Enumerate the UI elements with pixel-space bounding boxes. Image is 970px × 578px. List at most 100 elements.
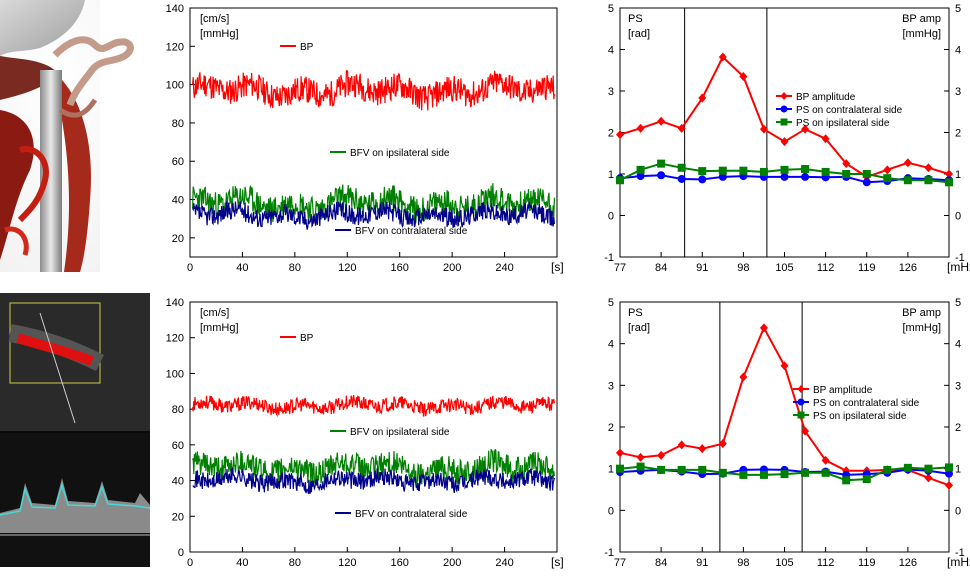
- chart-top-left-series-bfv-on-contralateral-side: [192, 200, 555, 230]
- chart-top-right-point-ps-on-contralateral-side: [718, 172, 727, 181]
- chart-bottom-right-ytick-right-label: 2: [955, 422, 961, 434]
- chart-top-right-ytick-right-label: 5: [955, 3, 961, 15]
- chart-top-right-point-ps-on-ipsilateral-side: [821, 167, 830, 176]
- chart-bottom-right-ytick-right-label: 0: [955, 505, 961, 517]
- chart-top-left-xtick-label: 80: [289, 262, 301, 274]
- chart-top-right-legend-marker-bp-amplitude: [780, 92, 788, 100]
- chart-top-right-legend-label-ps-on-ipsilateral-side: PS on ipsilateral side: [796, 118, 890, 129]
- chart-bottom-right-point-ps-on-ipsilateral-side: [842, 476, 851, 485]
- chart-top-left-frame: [189, 7, 558, 258]
- chart-top-right-ytick-label: 0: [608, 211, 614, 223]
- chart-top-right-point-ps-on-ipsilateral-side: [780, 165, 789, 174]
- chart-bottom-right-xlabel: [mHz]: [947, 555, 970, 569]
- chart-bottom-right-point-bp-amplitude: [657, 450, 666, 460]
- chart-top-right-point-bp-amplitude: [780, 137, 789, 147]
- chart-top-left-xtick-label: 120: [338, 262, 356, 274]
- chart-top-right-point-ps-on-contralateral-side: [780, 172, 789, 181]
- chart-bottom-right-xtick-label: 119: [858, 557, 876, 569]
- chart-bottom-right-point-ps-on-ipsilateral-side: [636, 462, 645, 471]
- chart-top-right-point-ps-on-ipsilateral-side: [739, 166, 748, 175]
- chart-top-left-ytick-label: 40: [172, 195, 184, 207]
- chart-bottom-right-point-bp-amplitude: [616, 448, 624, 458]
- chart-top-right-point-ps-on-contralateral-side: [698, 175, 707, 184]
- chart-bottom-left-legend-label-ipsi: BFV on ipsilateral side: [350, 427, 450, 438]
- chart-bottom-right-point-ps-on-ipsilateral-side: [657, 465, 666, 474]
- chart-top-right-point-bp-amplitude: [924, 163, 933, 173]
- chart-top-right-legend-label-bp-amplitude: BP amplitude: [796, 92, 856, 103]
- chart-bottom-right-left-axis-label: PS: [628, 307, 643, 319]
- chart-top-right-point-ps-on-ipsilateral-side: [657, 159, 666, 168]
- chart-top-right-point-ps-on-ipsilateral-side: [616, 176, 624, 185]
- chart-bottom-right-point-ps-on-ipsilateral-side: [821, 468, 830, 477]
- chart-bottom-right-point-bp-amplitude: [821, 455, 830, 465]
- chart-top-right-xtick-label: 84: [655, 262, 667, 274]
- chart-bottom-right-point-ps-on-ipsilateral-side: [883, 465, 892, 474]
- chart-top-right-ytick-label: 5: [608, 3, 614, 15]
- chart-bottom-right-point-bp-amplitude: [780, 361, 789, 371]
- chart-top-right-point-ps-on-ipsilateral-side: [945, 178, 953, 187]
- chart-bottom-right-point-ps-on-ipsilateral-side: [945, 463, 953, 472]
- chart-top-left-ytick-label: 20: [172, 233, 184, 245]
- chart-bottom-right-legend-label-ps-on-ipsilateral-side: PS on ipsilateral side: [813, 411, 907, 422]
- chart-top-right-ytick-label: 3: [608, 86, 614, 98]
- chart-top-right-point-bp-amplitude: [657, 116, 666, 126]
- chart-top-right-point-ps-on-contralateral-side: [862, 178, 871, 187]
- chart-bottom-right-ytick-label: 4: [608, 339, 614, 351]
- chart-bottom-left-ytick-label: 100: [166, 368, 184, 380]
- chart-top-right-ytick-right-label: 4: [955, 45, 961, 57]
- chart-top-right-ytick-right-label: 0: [955, 211, 961, 223]
- chart-top-right-ytick-right-label: 2: [955, 128, 961, 140]
- chart-bottom-right-point-bp-amplitude: [677, 440, 686, 450]
- chart-top-right-point-ps-on-contralateral-side: [636, 172, 645, 181]
- chart-top-right-point-ps-on-ipsilateral-side: [636, 165, 645, 174]
- chart-top-right-ytick-label: 4: [608, 45, 614, 57]
- chart-bottom-right-point-bp-amplitude: [759, 323, 768, 333]
- chart-bottom-left-ytick-label: 40: [172, 476, 184, 488]
- chart-bottom-right-point-bp-amplitude: [698, 444, 707, 454]
- angiography-3d-drawing: [0, 0, 150, 272]
- chart-bottom-left-xtick-label: 0: [187, 557, 193, 569]
- chart-bottom-right-point-bp-amplitude: [636, 452, 645, 462]
- chart-bottom-right-legend-marker-bp-amplitude: [797, 385, 805, 393]
- chart-top-left-ytick-label: 60: [172, 156, 184, 168]
- chart-bottom-right-point-ps-on-ipsilateral-side: [759, 470, 768, 479]
- chart-top-left-ytick-label: 140: [166, 3, 184, 15]
- chart-top-left-ytick-label: 80: [172, 118, 184, 130]
- chart-top-right-xtick-label: 91: [696, 262, 708, 274]
- chart-bottom-left-xtick-label: 200: [443, 557, 461, 569]
- chart-bottom-right-point-ps-on-ipsilateral-side: [616, 464, 624, 473]
- chart-top-right-point-bp-amplitude: [903, 158, 912, 168]
- chart-top-right-legend-marker-ps-on-ipsilateral-side: [780, 118, 788, 126]
- chart-top-left-xtick-label: 40: [236, 262, 248, 274]
- chart-bottom-right-ytick-label: 3: [608, 380, 614, 392]
- chart-bottom-right-legend-marker-ps-on-contralateral-side: [797, 398, 805, 406]
- chart-top-left-xtick-label: 240: [495, 262, 513, 274]
- chart-top-left-legend-label-contra: BFV on contralateral side: [355, 226, 468, 237]
- chart-bottom-right-point-ps-on-ipsilateral-side: [739, 470, 748, 479]
- chart-bottom-right-point-ps-on-ipsilateral-side: [801, 468, 810, 477]
- chart-top-right-ytick-label: 1: [608, 169, 614, 181]
- chart-top-left-legend-label-ipsi: BFV on ipsilateral side: [350, 148, 450, 159]
- chart-bottom-right-legend-label-ps-on-contralateral-side: PS on contralateral side: [813, 398, 920, 409]
- chart-bottom-right-highlight-band: [719, 301, 803, 553]
- chart-bottom-left-frame: [189, 301, 558, 553]
- chart-top-right-legend-label-ps-on-contralateral-side: PS on contralateral side: [796, 105, 903, 116]
- chart-top-right-xtick-label: 77: [614, 262, 626, 274]
- chart-top-right-point-ps-on-ipsilateral-side: [883, 174, 892, 183]
- chart-top-left-ylabel-line: [mmHg]: [200, 28, 239, 40]
- chart-bottom-left-ytick-label: 20: [172, 511, 184, 523]
- chart-top-right-left-axis-label: [rad]: [628, 28, 650, 40]
- chart-bottom-left-ytick-label: 60: [172, 440, 184, 452]
- chart-bottom-right-legend-marker-ps-on-ipsilateral-side: [797, 411, 805, 419]
- chart-top-right-point-ps-on-ipsilateral-side: [677, 163, 686, 172]
- chart-bottom-right-ytick-label: 0: [608, 505, 614, 517]
- chart-top-right-point-ps-on-contralateral-side: [801, 172, 810, 181]
- chart-bottom-left-ytick-label: 120: [166, 333, 184, 345]
- chart-bottom-right-point-ps-on-ipsilateral-side: [718, 468, 727, 477]
- chart-bottom-right-point-ps-on-ipsilateral-side: [903, 463, 912, 472]
- chart-bottom-right-xtick-label: 126: [899, 557, 917, 569]
- chart-top-right-ytick-right-label: 3: [955, 86, 961, 98]
- chart-top-right-point-bp-amplitude: [636, 123, 645, 133]
- chart-top-left-legend-label-bp: BP: [300, 42, 314, 53]
